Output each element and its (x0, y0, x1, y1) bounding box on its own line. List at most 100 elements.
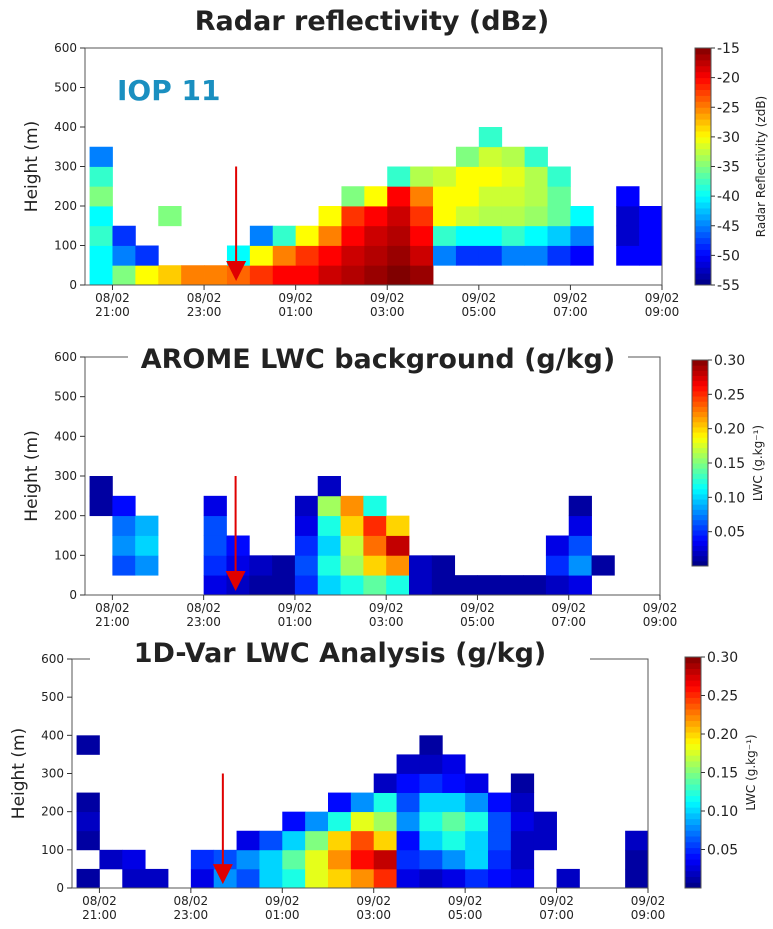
heatmap-cell (341, 186, 365, 207)
heatmap-cell (465, 868, 489, 889)
heatmap-cell (396, 830, 420, 851)
colorbar-segment (685, 703, 701, 710)
colorbar-tick-label: -55 (717, 278, 740, 294)
colorbar-segment (692, 499, 708, 505)
colorbar-segment (685, 824, 701, 831)
colorbar-segment (692, 545, 708, 552)
colorbar-segment (695, 202, 711, 209)
heatmap-cell (455, 186, 480, 207)
colorbar-segment (692, 529, 708, 536)
chart-title: 1D-Var LWC Analysis (g/kg) (134, 638, 547, 669)
title-bg (90, 638, 590, 668)
y-axis-label: Height (m) (9, 728, 29, 819)
heatmap-cell (433, 206, 457, 227)
title-bg (128, 344, 628, 374)
colorbar-segment (685, 662, 701, 670)
heatmap-cell (89, 265, 113, 286)
colorbar-segment (692, 432, 708, 438)
heatmap-cell (294, 515, 319, 536)
colorbar-segment (685, 830, 701, 837)
heatmap-cell (419, 830, 443, 851)
heatmap-cell (226, 535, 250, 556)
heatmap-cell (455, 225, 480, 246)
heatmap-cell (478, 245, 503, 266)
x-tick-label: 08/02 21:00 (82, 894, 117, 922)
colorbar-tick-label: -15 (717, 41, 740, 57)
colorbar-segment (685, 789, 701, 797)
colorbar-segment (685, 749, 701, 756)
heatmap-cell (112, 265, 136, 286)
heatmap-cell (305, 849, 329, 870)
heatmap-cell (568, 515, 592, 536)
x-tick-label: 09/02 05:00 (448, 894, 483, 922)
x-tick-label: 09/02 05:00 (460, 601, 495, 629)
colorbar-segment (695, 142, 711, 150)
heatmap-cell (442, 792, 466, 813)
colorbar-segment (685, 685, 701, 693)
heatmap-cell (294, 535, 319, 556)
heatmap-cell (501, 166, 526, 187)
heatmap-cell (112, 515, 136, 536)
colorbar-segment (695, 267, 711, 274)
heatmap-cell (259, 868, 283, 889)
marker-head (226, 261, 247, 282)
y-tick-label: 0 (69, 278, 77, 292)
heatmap-cell (488, 811, 512, 832)
colorbar-segment (692, 447, 708, 454)
heatmap-cell (591, 555, 615, 576)
heatmap-cell (282, 849, 306, 870)
heatmap-cell (340, 515, 364, 536)
colorbar-segment (695, 89, 711, 96)
heatmap-cell (272, 265, 297, 286)
colorbar-segment (685, 743, 701, 750)
colorbar-segment (692, 524, 708, 531)
colorbar-segment (685, 760, 701, 768)
heatmap-cell (122, 849, 146, 870)
colorbar-segment (695, 53, 711, 61)
y-tick-label: 100 (54, 239, 77, 253)
colorbar-segment (695, 196, 711, 203)
heatmap-cell (112, 535, 136, 556)
colorbar-segment (695, 148, 711, 156)
heatmap-cell (363, 495, 387, 517)
colorbar-segment (695, 136, 711, 144)
heatmap-cell (89, 186, 113, 207)
heatmap-cell (409, 575, 433, 596)
heatmap-cell (625, 868, 649, 889)
heatmap-cell (328, 868, 352, 889)
colorbar-segment (685, 836, 701, 843)
colorbar-tick-label: -50 (717, 248, 740, 264)
colorbar-segment (692, 411, 708, 418)
heatmap-cell (410, 225, 434, 246)
colorbar-tick-label: 0.20 (707, 727, 738, 743)
colorbar-segment (685, 720, 701, 727)
heatmap-cell (545, 535, 570, 556)
heatmap-cell (500, 575, 524, 596)
heatmap-cell (433, 166, 457, 187)
heatmap-cell (387, 265, 411, 286)
colorbar-segment (692, 483, 708, 490)
heatmap-cell (328, 830, 352, 851)
heatmap-cell (135, 265, 159, 286)
colorbar-segment (685, 772, 701, 779)
heatmap-cell (249, 555, 273, 576)
colorbar-segment (685, 853, 701, 860)
heatmap-cell (249, 225, 274, 246)
heatmap-cell (181, 265, 205, 286)
colorbar-segment (685, 737, 701, 745)
heatmap-cell (570, 225, 594, 246)
heatmap-cell (387, 186, 411, 207)
colorbar-tick-label: 0.30 (714, 353, 745, 369)
colorbar-segment (695, 125, 711, 132)
heatmap-cell (639, 225, 663, 246)
colorbar-segment (695, 213, 711, 221)
colorbar-segment (685, 714, 701, 722)
heatmap-cell (568, 535, 592, 556)
colorbar-segment (695, 130, 711, 138)
colorbar-label: Radar Reflectivity (zdB) (754, 96, 768, 237)
colorbar-segment (695, 65, 711, 73)
colorbar-segment (692, 375, 708, 382)
colorbar-segment (695, 261, 711, 268)
heatmap-cell (135, 535, 159, 556)
colorbar-segment (685, 668, 701, 675)
